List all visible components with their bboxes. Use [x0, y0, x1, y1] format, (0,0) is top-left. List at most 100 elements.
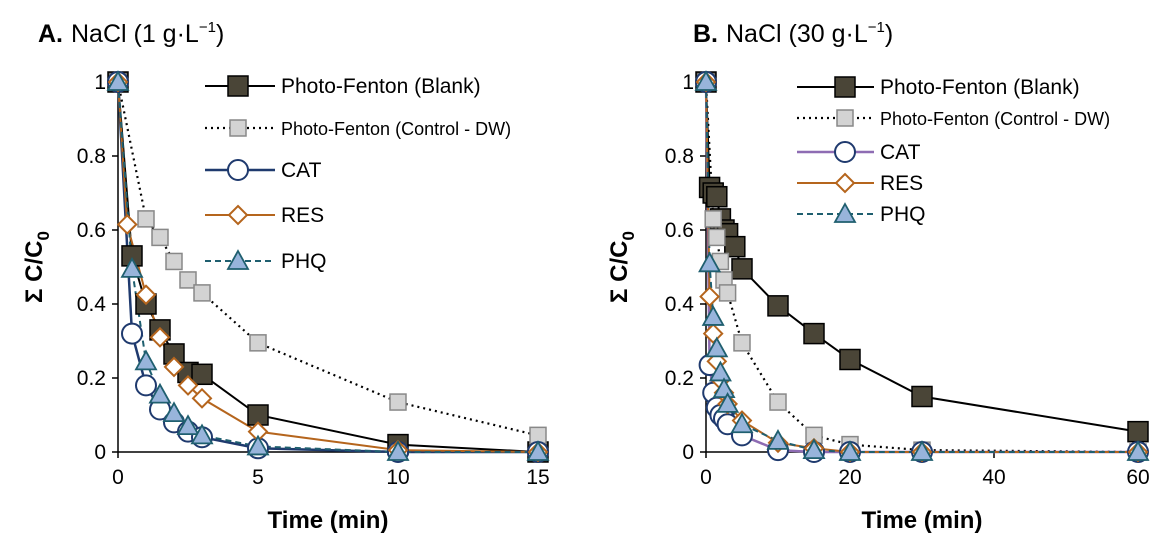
data-point	[767, 295, 789, 317]
data-point	[389, 393, 407, 411]
legend-marker	[834, 141, 856, 163]
series-line	[117, 81, 538, 453]
panel-title-text: NaCl (1 g·L	[71, 20, 199, 48]
series-markers	[106, 70, 550, 461]
series-line	[705, 81, 1139, 433]
data-point	[148, 382, 172, 404]
data-point	[838, 440, 862, 461]
y-tick-label: 0.6	[665, 219, 694, 242]
panel-title-text: NaCl (30 g·L	[726, 20, 868, 48]
data-point	[701, 305, 725, 326]
data-point	[151, 228, 169, 247]
data-point	[724, 235, 746, 258]
legend-marker	[834, 76, 856, 98]
data-point	[179, 271, 197, 289]
data-point	[730, 412, 754, 434]
legend-label: RES	[281, 204, 324, 227]
legend-marker	[834, 172, 856, 194]
series-markers	[694, 70, 1150, 461]
y-axis-label: Σ C/C0	[606, 231, 638, 303]
data-point	[718, 284, 737, 302]
legend-label: PHQ	[281, 250, 327, 273]
data-point	[802, 438, 826, 460]
x-axis-label: Time (min)	[862, 507, 983, 534]
x-tick-label: 5	[252, 466, 264, 489]
legend-marker	[227, 75, 249, 97]
data-point	[106, 70, 130, 91]
data-point	[191, 387, 213, 409]
panel-a: A. NaCl (1 g·L−1)00.20.40.60.810 5 10 15Time…	[21, 19, 550, 534]
panel-title-end: )	[216, 20, 224, 48]
y-tick-label: 0	[682, 441, 694, 464]
series-photo-fenton-control-dw-	[116, 81, 539, 437]
data-point	[137, 210, 155, 228]
data-point	[176, 414, 200, 436]
series-photo-fenton-control-dw-	[704, 81, 1139, 454]
y-tick-label: 1	[94, 71, 106, 94]
data-point	[149, 326, 171, 348]
data-point	[135, 374, 157, 397]
legend-marker	[227, 204, 249, 226]
data-point	[249, 334, 267, 352]
data-point	[162, 401, 186, 423]
data-point	[731, 258, 753, 280]
panel-letter: B.	[693, 20, 718, 48]
data-point	[705, 336, 729, 358]
data-point	[911, 385, 933, 408]
y-tick-label: 0.2	[77, 367, 106, 390]
panel-letter: A.	[38, 20, 63, 48]
x-axis-label: Time (min)	[268, 507, 389, 534]
y-axis-label-sub: 0	[619, 231, 638, 240]
y-tick-label: 0.4	[77, 293, 107, 316]
y-tick-label: 0.8	[77, 145, 106, 168]
series-line	[116, 81, 539, 437]
x-tick-label: 10	[386, 466, 409, 489]
legend-label: Photo-Fenton (Control - DW)	[281, 119, 511, 139]
data-point	[803, 322, 825, 345]
y-axis-label-main: Σ C/C	[606, 241, 633, 303]
legend-marker	[229, 119, 247, 137]
panel-b: B. NaCl (30 g·L−1) 0 0.2 0.4 0.6 0.8 1 0 20 40 60 Ti…	[606, 19, 1150, 534]
legend: Photo-Fenton (Blank) Photo-Fenton (Contro…	[205, 75, 511, 273]
y-tick-label: 1	[682, 71, 694, 94]
data-point	[694, 70, 718, 91]
x-tick-label: 40	[982, 466, 1005, 489]
legend-marker	[227, 159, 249, 181]
data-point	[712, 377, 736, 399]
data-point	[769, 393, 787, 411]
data-point	[716, 392, 740, 413]
data-point	[708, 228, 726, 247]
legend-label: Photo-Fenton (Control - DW)	[880, 109, 1110, 129]
data-point	[766, 429, 790, 450]
legend-label: CAT	[281, 159, 322, 182]
data-point	[704, 210, 722, 228]
panel-title-sup: −1	[868, 19, 885, 36]
data-point	[165, 252, 183, 271]
series-phq	[117, 81, 538, 453]
x-tick-label: 60	[1126, 466, 1149, 489]
data-point	[526, 440, 550, 461]
x-tick-label: 20	[838, 466, 861, 489]
data-point	[1126, 440, 1150, 461]
legend-label: PHQ	[880, 203, 926, 226]
data-point	[116, 214, 138, 235]
data-point	[839, 348, 861, 371]
series-line	[704, 81, 1139, 454]
data-point	[190, 423, 214, 445]
data-point	[121, 322, 143, 345]
legend-label: CAT	[880, 141, 921, 164]
legend: Photo-Fenton (Blank) Photo-Fenton (Contro…	[797, 76, 1110, 226]
y-tick-label: 0.8	[665, 145, 694, 168]
legend-marker	[833, 202, 857, 223]
y-axis-label-sub: 0	[34, 231, 53, 240]
legend-marker	[836, 109, 854, 127]
data-point	[193, 284, 211, 302]
data-point	[386, 440, 410, 461]
legend-label: Photo-Fenton (Blank)	[880, 76, 1080, 99]
data-point	[135, 284, 157, 306]
panel-title: A. NaCl (1 g·L−1)	[38, 19, 224, 48]
data-point	[246, 434, 270, 456]
y-axis-label-main: Σ C/C	[21, 241, 48, 303]
data-point	[910, 440, 934, 461]
